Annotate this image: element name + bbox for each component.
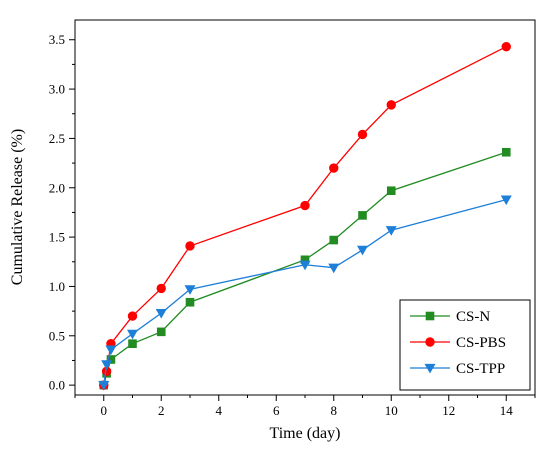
legend-swatch-marker [425,311,435,321]
y-tick-label: 3.5 [49,32,65,47]
data-point [185,241,195,251]
legend-item: CS-PBS [410,335,506,351]
legend-box [399,299,531,391]
x-tick-label: 12 [442,403,455,418]
x-tick-label: 8 [331,403,338,418]
y-tick-label: 2.0 [49,180,65,195]
data-point [98,381,110,391]
legend-item: CS-TPP [410,361,505,377]
legend-items: CS-N CS-PBS CS-TPP [410,309,506,377]
data-point [184,285,196,295]
legend-swatch-marker [425,337,435,347]
data-point [386,100,396,110]
data-point [300,255,310,265]
y-axis-title: Cumulative Release (%) [9,129,26,285]
y-tick-label: 2.5 [49,131,65,146]
data-point [501,41,511,52]
data-point [358,211,367,220]
x-tick-label: 4 [216,403,223,418]
data-point [329,163,339,173]
data-point [127,311,138,321]
y-tick-label: 1.5 [49,230,65,245]
x-tick-label: 6 [273,403,280,418]
y-tick-label: 0.0 [49,378,65,393]
series-layer [98,41,512,391]
data-point [156,283,166,294]
ticks-layer: 0 2 4 6 8 10 12 14 0.0 0.5 1.0 1.5 2.0 2.5 3.0 3.5 [49,32,536,418]
data-point [155,308,167,319]
x-tick-label: 0 [101,403,108,418]
legend-item: CS-N [410,309,490,325]
data-point [357,245,368,256]
data-point [156,327,166,337]
data-point [300,200,310,211]
x-tick-label: 2 [158,403,165,418]
legend-label: CS-N [456,309,490,325]
data-point [128,339,137,348]
legend-label: CS-PBS [456,335,506,351]
legend: CS-N CS-PBS CS-TPP [399,299,531,391]
y-tick-label: 1.0 [49,279,65,294]
data-point [386,186,396,196]
x-tick-label: 14 [500,403,514,418]
data-point [500,195,512,206]
data-point [357,129,368,140]
legend-label: CS-TPP [456,361,505,377]
data-point [299,260,311,271]
data-point [185,297,195,307]
legend-swatch-marker [424,363,436,374]
data-point [105,345,117,356]
data-point [501,147,511,157]
data-point [329,235,339,245]
data-point [106,355,116,364]
data-point [127,329,138,340]
data-point [328,263,340,274]
x-axis-title: Time (day) [270,425,341,442]
y-tick-label: 3.0 [49,82,65,97]
y-tick-label: 0.5 [49,328,65,343]
series-cs-tpp [98,195,512,391]
data-point [101,366,112,377]
data-point [101,360,113,370]
data-point [385,226,397,236]
x-tick-label: 10 [385,403,398,418]
